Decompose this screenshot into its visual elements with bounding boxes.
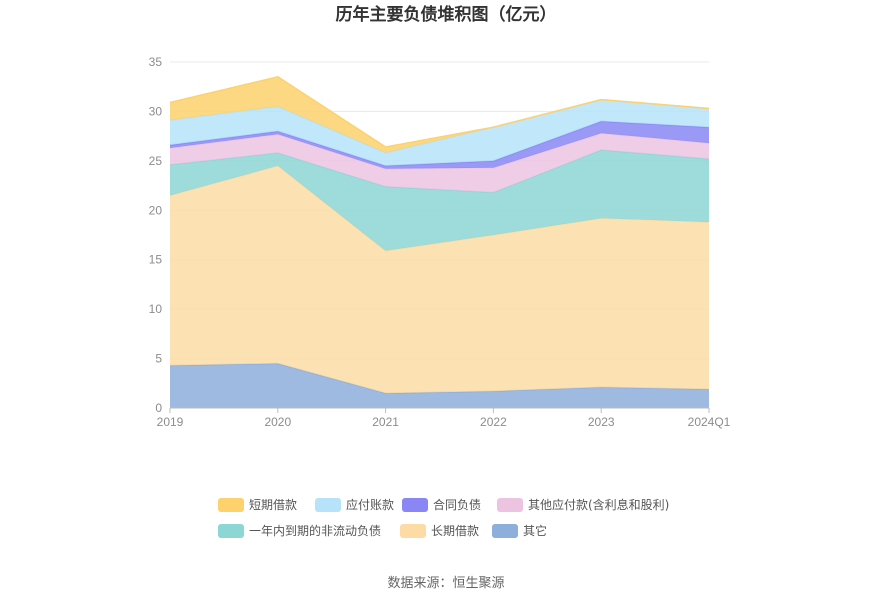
source-note: 数据来源：恒生聚源 (387, 576, 504, 591)
legend-label: 合同负债 (433, 497, 481, 512)
area-series-0 (170, 363, 709, 408)
legend-item[interactable]: 一年内到期的非流动负债 (218, 523, 381, 538)
legend-swatch (315, 498, 341, 512)
legend-item[interactable]: 合同负债 (402, 497, 481, 512)
legend-label: 一年内到期的非流动负债 (249, 523, 381, 538)
legend-item[interactable]: 应付账款 (315, 497, 394, 512)
legend-item[interactable]: 其他应付款(含利息和股利) (497, 497, 669, 512)
legend-swatch (218, 524, 244, 538)
legend-item[interactable]: 短期借款 (218, 498, 297, 512)
y-tick-label: 20 (149, 203, 163, 217)
legend-swatch (402, 498, 428, 512)
area-series-3 (170, 133, 709, 193)
legend-label: 其他应付款(含利息和股利) (528, 497, 669, 512)
area-series-5 (170, 99, 709, 166)
area-series-4 (170, 121, 709, 169)
y-tick-label: 0 (155, 401, 162, 415)
legend-label: 长期借款 (431, 524, 479, 538)
area-series-6 (170, 76, 709, 153)
legend-label: 其它 (523, 523, 547, 538)
axes: 0 5 10 15 20 25 30 35 2019 2020 2021 2022 2023 2024Q1 (149, 55, 731, 429)
x-tick-label: 2022 (480, 415, 507, 429)
y-tick-label: 10 (149, 302, 163, 316)
legend-label: 应付账款 (346, 497, 394, 512)
x-tick-label: 2021 (372, 415, 399, 429)
legend-swatch (218, 498, 244, 512)
y-tick-label: 30 (149, 104, 163, 118)
area-line-6 (169, 75, 710, 148)
legend-label: 短期借款 (249, 498, 297, 512)
chart-title: 历年主要负债堆积图（亿元） (336, 4, 557, 25)
x-tick-label: 2020 (264, 415, 291, 429)
y-tick-label: 25 (149, 154, 163, 168)
legend-swatch (492, 524, 518, 538)
legend-item[interactable]: 长期借款 (400, 524, 479, 538)
y-tick-label: 15 (149, 253, 163, 267)
x-tick-label: 2019 (157, 415, 184, 429)
legend-swatch (497, 498, 523, 512)
y-tick-label: 5 (155, 352, 162, 366)
legend: 短期借款 应付账款 合同负债 其他应付款(含利息和股利) 一年内到期的非流动负债 长期借款… (218, 497, 669, 538)
area-series (169, 75, 710, 408)
x-tick-label: 2024Q1 (688, 415, 731, 429)
area-series-2 (170, 150, 709, 251)
legend-item[interactable]: 其它 (492, 523, 547, 538)
y-tick-label: 35 (149, 55, 163, 69)
legend-swatch (400, 524, 426, 538)
x-tick-label: 2023 (588, 415, 615, 429)
